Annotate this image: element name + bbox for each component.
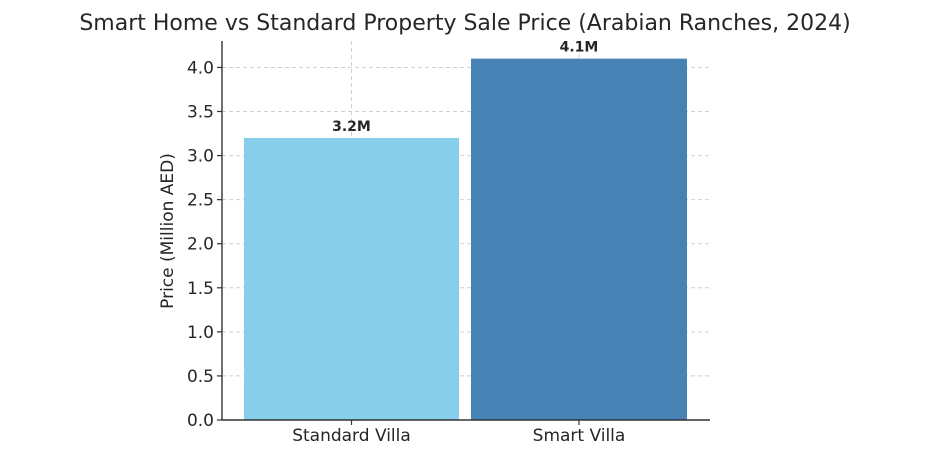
- y-tick-label: 0.0: [187, 411, 214, 431]
- y-tick-label: 0.5: [187, 367, 214, 387]
- y-tick-label: 3.0: [187, 147, 214, 167]
- y-tick-label: 1.0: [187, 323, 214, 343]
- y-tick-label: 2.0: [187, 235, 214, 255]
- y-tick-label: 3.5: [187, 103, 214, 123]
- chart-title: Smart Home vs Standard Property Sale Pri…: [79, 11, 850, 36]
- x-tick-label: Smart Villa: [533, 426, 626, 446]
- bar: [471, 58, 687, 421]
- bar-value-label: 3.2M: [332, 119, 371, 135]
- y-tick-label: 2.5: [187, 191, 214, 211]
- bar-value-label: 4.1M: [560, 40, 599, 56]
- bar: [244, 137, 459, 420]
- data-labels: 3.2M 4.1M: [332, 40, 598, 135]
- y-axis-label: Price (Million AED): [158, 153, 178, 309]
- x-tick-label: Standard Villa: [292, 426, 411, 446]
- y-tick-label: 4.0: [187, 58, 214, 78]
- y-tick-label: 1.5: [187, 279, 214, 299]
- bars: [244, 58, 687, 421]
- axes: 0.0 0.5 1.0 1.5 2.0 2.5 3.0 3.5 4.0 Standard Vill…: [187, 41, 710, 446]
